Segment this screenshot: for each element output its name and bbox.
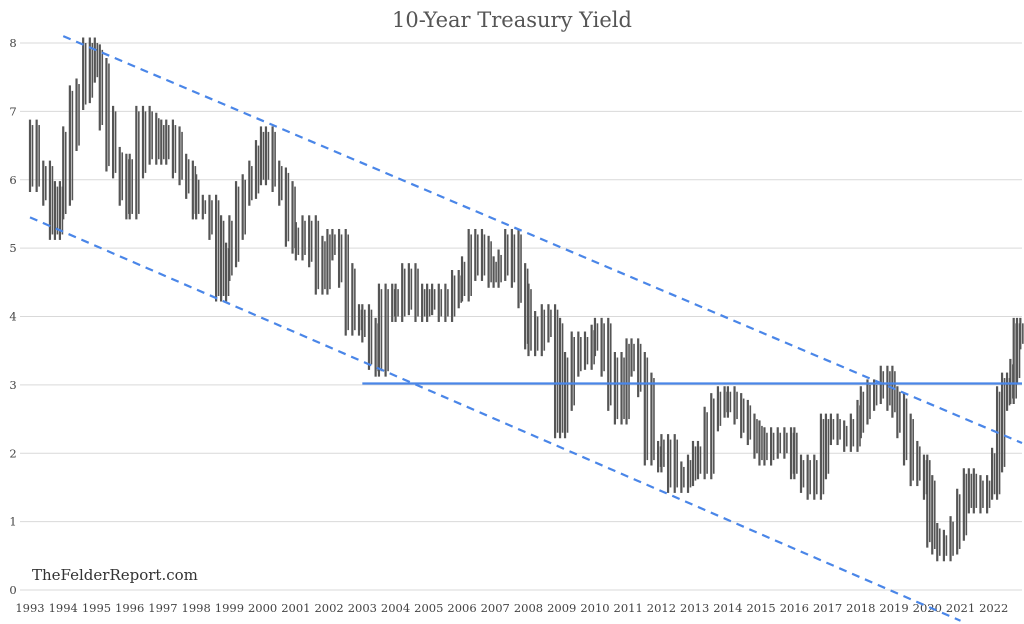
y-tick-label: 8 [9,36,16,50]
x-tick-label: 1998 [182,601,211,615]
x-tick-label: 1993 [15,601,44,615]
watermark: TheFelderReport.com [32,566,198,584]
y-tick-label: 6 [9,173,16,187]
x-tick-label: 2013 [680,601,709,615]
x-tick-label: 1995 [82,601,111,615]
x-tick-label: 2018 [846,601,875,615]
x-axis-tick-labels: 1993 1994 1995 1996 1997 1998 1999 2000 2001 2002… [15,601,1008,615]
x-tick-label: 2020 [913,601,942,615]
x-tick-label: 2001 [281,601,310,615]
y-tick-label: 2 [9,446,16,460]
x-tick-label: 2019 [879,601,908,615]
y-axis-tick-labels: 0 1 2 3 4 5 6 7 8 [9,36,16,597]
x-tick-label: 2016 [780,601,809,615]
x-tick-label: 2008 [514,601,543,615]
y-tick-label: 4 [9,310,16,324]
y-tick-label: 3 [9,378,16,392]
yield-bars [28,37,1024,562]
y-tick-label: 1 [9,515,16,529]
y-tick-label: 5 [9,241,16,255]
x-tick-label: 2002 [314,601,343,615]
x-tick-label: 2011 [614,601,643,615]
channel-trendline [62,35,1023,445]
x-tick-label: 1997 [148,601,177,615]
gridlines [20,42,1022,591]
x-tick-label: 2006 [447,601,476,615]
x-tick-label: 2012 [647,601,676,615]
x-tick-label: 2003 [348,601,377,615]
x-tick-label: 2022 [979,601,1008,615]
y-tick-label: 0 [9,583,16,597]
x-tick-label: 2000 [248,601,277,615]
x-tick-label: 1994 [49,601,78,615]
x-tick-label: 2005 [414,601,443,615]
x-tick-label: 2015 [746,601,775,615]
x-tick-label: 1999 [215,601,244,615]
x-tick-label: 2007 [481,601,510,615]
x-tick-label: 2009 [547,601,576,615]
x-tick-label: 2017 [813,601,842,615]
trend-annotations [29,35,1023,622]
x-tick-label: 2021 [946,601,975,615]
x-tick-label: 2010 [580,601,609,615]
x-tick-label: 2004 [381,601,410,615]
chart-title: 10-Year Treasury Yield [392,8,632,32]
x-tick-label: 2014 [713,601,742,615]
x-tick-label: 1996 [115,601,144,615]
channel-trendline [29,216,961,622]
y-tick-label: 7 [9,104,16,118]
